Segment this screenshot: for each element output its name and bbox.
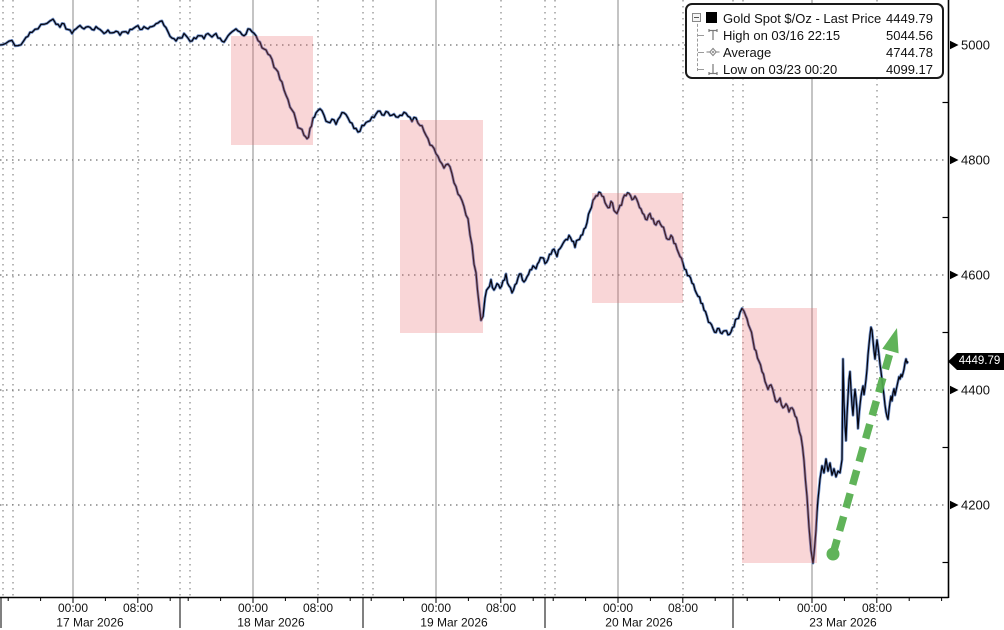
price-line [0, 18, 909, 564]
legend-average-row: Average 4744.78 [687, 44, 942, 61]
recovery-arrow-start-dot [826, 547, 840, 561]
legend-series-value: 4449.79 [886, 11, 933, 26]
legend-average-label: Average [723, 45, 772, 60]
x-time-label: 08:00 [303, 601, 333, 615]
x-time-label: 08:00 [486, 601, 516, 615]
y-tick-arrow-icon [950, 385, 959, 395]
decline-highlight-box [231, 36, 313, 145]
legend-low-row: Low on 03/23 00:20 4099.17 [687, 61, 942, 78]
y-tick-arrow-icon [950, 155, 959, 165]
low-marker-icon [708, 64, 718, 75]
legend-low-value: 4099.17 [886, 62, 933, 77]
legend-high-row: High on 03/16 22:15 5044.56 [687, 27, 942, 44]
x-time-label: 00:00 [797, 601, 827, 615]
high-marker-icon [708, 29, 718, 40]
last-price-tag: 4449.79 [948, 353, 1004, 370]
x-date-label: 18 Mar 2026 [237, 616, 305, 630]
decline-highlight-box [592, 193, 683, 303]
y-tick-label: 4800 [961, 153, 990, 168]
y-tick-label: 4600 [961, 268, 990, 283]
x-time-label: 00:00 [421, 601, 451, 615]
y-tick-arrow-icon [950, 270, 959, 280]
legend-series-label: Gold Spot $/Oz - Last Price [723, 11, 882, 26]
legend-high-label: High on 03/16 22:15 [723, 28, 841, 43]
x-time-label: 00:00 [238, 601, 268, 615]
legend-average-value: 4744.78 [886, 45, 933, 60]
y-tick-label: 5000 [961, 38, 990, 53]
decline-highlight-box [400, 120, 483, 333]
x-date-label: 19 Mar 2026 [420, 616, 488, 630]
x-date-label: 17 Mar 2026 [56, 616, 124, 630]
y-tick-label: 4400 [961, 383, 990, 398]
y-tick-arrow-icon [950, 500, 959, 510]
y-tick-arrow-icon [950, 40, 959, 50]
y-tick-label: 4200 [961, 498, 990, 513]
x-time-label: 08:00 [123, 601, 153, 615]
recovery-arrowhead-icon [882, 328, 899, 354]
series-swatch-icon [706, 12, 717, 23]
average-marker-icon [706, 47, 720, 57]
x-time-label: 00:00 [58, 601, 88, 615]
x-time-label: 00:00 [603, 601, 633, 615]
recovery-arrow [826, 328, 899, 561]
decline-highlight-box [742, 308, 817, 563]
legend-box: Gold Spot $/Oz - Last Price 4449.79 High… [685, 3, 944, 79]
recovery-arrow-shaft [829, 350, 895, 556]
x-date-label: 20 Mar 2026 [605, 616, 673, 630]
legend-series-row[interactable]: Gold Spot $/Oz - Last Price 4449.79 [687, 10, 942, 27]
x-time-label: 08:00 [862, 601, 892, 615]
x-date-label: 23 Mar 2026 [809, 616, 877, 630]
x-time-label: 08:00 [668, 601, 698, 615]
legend-low-label: Low on 03/23 00:20 [723, 62, 838, 77]
legend-collapse-toggle-icon[interactable] [692, 13, 701, 22]
legend-high-value: 5044.56 [886, 28, 933, 43]
legend-tree-lines [697, 19, 699, 71]
